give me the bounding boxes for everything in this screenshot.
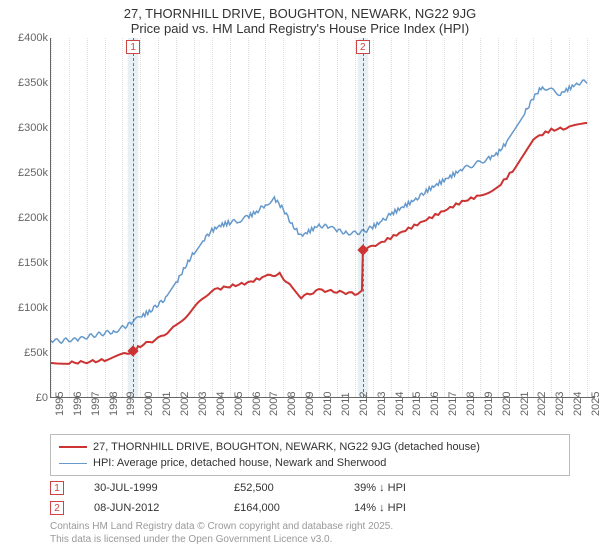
events-table: 1 30-JUL-1999 £52,500 39% ↓ HPI 2 08-JUN…	[50, 478, 570, 518]
footer-attribution: Contains HM Land Registry data © Crown c…	[50, 520, 580, 546]
legend-swatch-price-paid	[59, 446, 87, 448]
event-line	[363, 38, 364, 397]
legend: 27, THORNHILL DRIVE, BOUGHTON, NEWARK, N…	[50, 434, 570, 476]
title-line-1: 27, THORNHILL DRIVE, BOUGHTON, NEWARK, N…	[0, 6, 600, 21]
legend-label-price-paid: 27, THORNHILL DRIVE, BOUGHTON, NEWARK, N…	[93, 441, 480, 453]
event-box: 1	[126, 40, 140, 54]
event-line	[133, 38, 134, 397]
series-hpi	[51, 80, 587, 343]
events-row-1: 1 30-JUL-1999 £52,500 39% ↓ HPI	[50, 478, 570, 498]
y-tick-label: £50k	[0, 347, 48, 359]
y-tick-label: £250k	[0, 167, 48, 179]
event-price-2: £164,000	[234, 502, 354, 514]
y-tick-label: £200k	[0, 212, 48, 224]
event-price-1: £52,500	[234, 482, 354, 494]
y-tick-label: £300k	[0, 122, 48, 134]
chart-area: 12 1995199619971998199920002001200220032…	[0, 38, 600, 418]
events-row-2: 2 08-JUN-2012 £164,000 14% ↓ HPI	[50, 498, 570, 518]
event-delta-2: 14% ↓ HPI	[354, 502, 454, 514]
event-date-1: 30-JUL-1999	[94, 482, 234, 494]
event-box: 2	[356, 40, 370, 54]
event-marker-1: 1	[50, 481, 64, 495]
event-delta-1: 39% ↓ HPI	[354, 482, 454, 494]
y-tick-label: £0	[0, 392, 48, 404]
y-tick-label: £150k	[0, 257, 48, 269]
x-tick-label: 2025	[590, 392, 600, 416]
y-tick-label: £100k	[0, 302, 48, 314]
legend-row-price-paid: 27, THORNHILL DRIVE, BOUGHTON, NEWARK, N…	[59, 439, 561, 455]
series-price-paid	[51, 123, 587, 364]
legend-row-hpi: HPI: Average price, detached house, Newa…	[59, 455, 561, 471]
event-date-2: 08-JUN-2012	[94, 502, 234, 514]
title-block: 27, THORNHILL DRIVE, BOUGHTON, NEWARK, N…	[0, 0, 600, 36]
footer-line-2: This data is licensed under the Open Gov…	[50, 533, 580, 546]
title-line-2: Price paid vs. HM Land Registry's House …	[0, 21, 600, 36]
plot-area: 12	[50, 38, 595, 398]
event-marker-2: 2	[50, 501, 64, 515]
footer-line-1: Contains HM Land Registry data © Crown c…	[50, 520, 580, 533]
y-tick-label: £350k	[0, 77, 48, 89]
chart-container: 27, THORNHILL DRIVE, BOUGHTON, NEWARK, N…	[0, 0, 600, 560]
y-tick-label: £400k	[0, 32, 48, 44]
legend-label-hpi: HPI: Average price, detached house, Newa…	[93, 457, 386, 469]
legend-swatch-hpi	[59, 463, 87, 464]
